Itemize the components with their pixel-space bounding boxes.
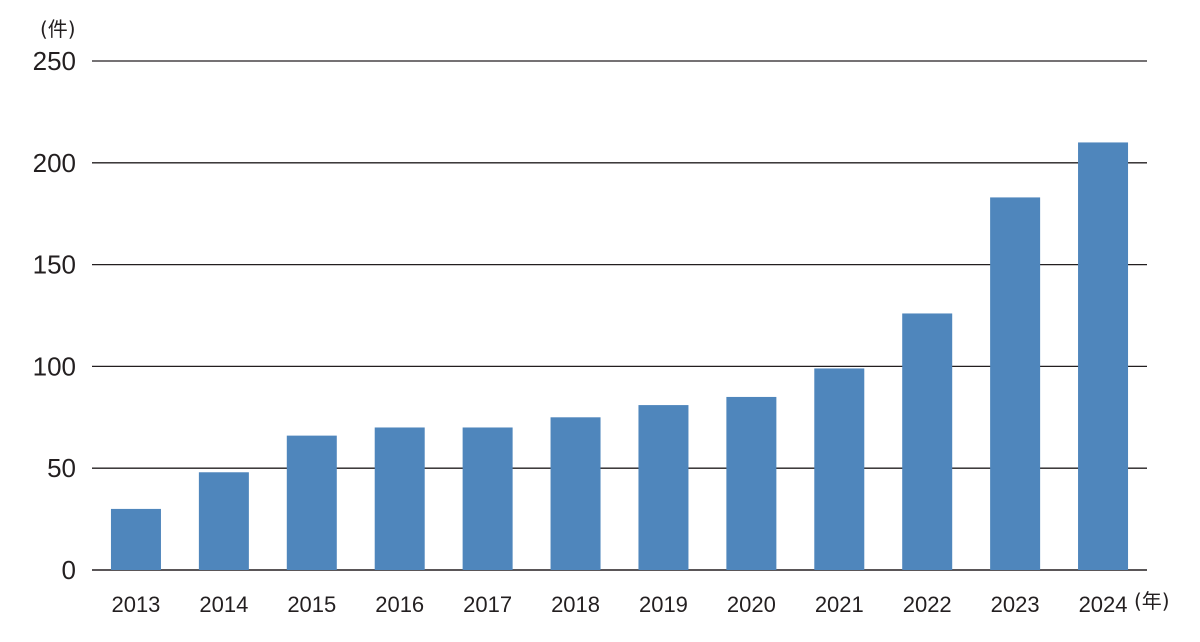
x-tick-label: 2016 (375, 592, 424, 617)
x-tick-label: 2020 (727, 592, 776, 617)
y-tick-label: 200 (33, 148, 76, 178)
bar-2018 (550, 417, 601, 570)
y-axis-unit: (件) (40, 17, 76, 41)
x-tick-label: 2018 (551, 592, 600, 617)
y-tick-label: 50 (47, 453, 76, 483)
gridlines (92, 60, 1147, 571)
bars (110, 142, 1129, 571)
bar-2013 (110, 508, 161, 570)
bar-2019 (638, 405, 689, 570)
bar-2024 (1078, 142, 1129, 570)
x-tick-label: 2015 (287, 592, 336, 617)
bar-2016 (374, 427, 425, 570)
x-tick-label: 2021 (815, 592, 864, 617)
bar-2023 (990, 197, 1041, 571)
bar-2021 (814, 368, 865, 570)
y-tick-label: 100 (33, 351, 76, 381)
x-tick-label: 2019 (639, 592, 688, 617)
y-tick-label: 0 (62, 555, 76, 585)
x-tick-label: 2017 (463, 592, 512, 617)
bar-2020 (726, 396, 777, 570)
bar-2017 (462, 427, 513, 570)
x-tick-label: 2022 (903, 592, 952, 617)
x-axis-unit: (年) (1134, 589, 1170, 613)
x-axis-ticks: 2013 2014 2015 2016 2017 2018 2019 2020 2021 2022… (111, 592, 1127, 617)
y-tick-label: 150 (33, 250, 76, 280)
x-tick-label: 2014 (199, 592, 248, 617)
x-tick-label: 2023 (991, 592, 1040, 617)
x-tick-label: 2024 (1079, 592, 1128, 617)
bar-2022 (902, 313, 953, 570)
bar-2015 (286, 435, 337, 570)
bar-2014 (198, 472, 249, 570)
y-tick-label: 250 (33, 46, 76, 76)
y-axis-ticks: 0 50 100 150 200 250 (33, 46, 76, 585)
x-tick-label: 2013 (111, 592, 160, 617)
